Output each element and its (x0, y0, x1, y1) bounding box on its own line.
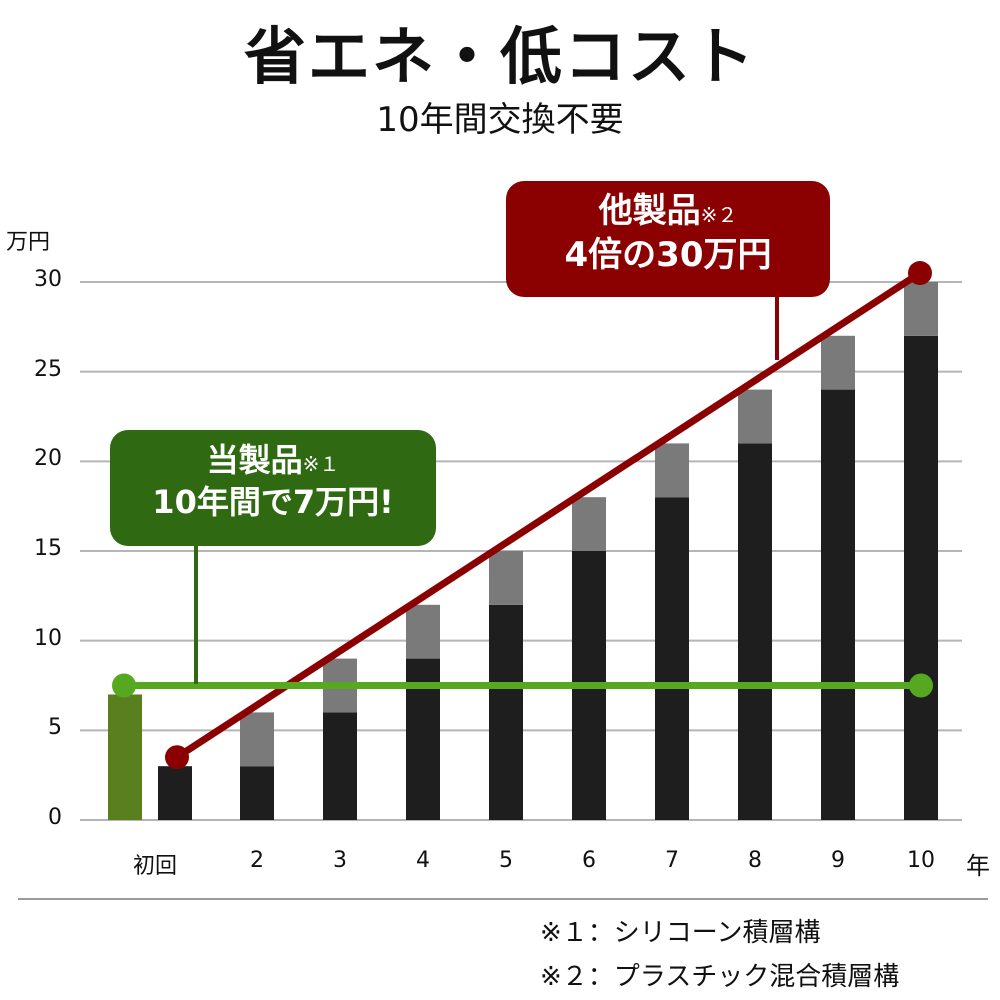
y-tick-label: 20 (34, 446, 62, 472)
bar-top-10 (904, 282, 938, 336)
chart-title: 省エネ・低コスト (243, 20, 756, 93)
x-unit-label: 年 (966, 852, 990, 880)
x-tick-label: 5 (499, 848, 513, 873)
x-tick-label: 6 (582, 848, 596, 873)
bar-top-9 (821, 335, 855, 390)
bar-base-10 (904, 335, 938, 820)
bar-top-4 (406, 604, 440, 659)
bar-top-2 (240, 712, 274, 767)
bar-base-1 (158, 766, 192, 820)
x-tick-label: 10 (907, 848, 935, 873)
other-callout-title: 他製品 (598, 191, 701, 231)
x-tick-label: 3 (333, 848, 347, 873)
divider (18, 898, 988, 900)
bar-base-9 (821, 389, 855, 820)
x-tick-label: 2 (250, 848, 264, 873)
y-tick-label: 5 (48, 715, 62, 741)
y-tick-label: 25 (34, 356, 62, 382)
other-line-start-marker (165, 745, 189, 770)
other-line-end-marker (908, 261, 932, 286)
bar-base-5 (489, 604, 523, 820)
y-tick-label: 30 (34, 267, 62, 292)
y-tick-label: 10 (34, 625, 62, 651)
other-product-callout: 他製品※２ 4倍の30万円 (506, 181, 830, 297)
other-callout-value: 4倍の30万円 (564, 235, 772, 276)
ours-callout-title: 当製品 (206, 441, 303, 479)
this-product-callout: 当製品※１ 10年間で7万円! (110, 430, 436, 546)
bar-top-7 (655, 443, 689, 498)
bar-top-6 (572, 497, 606, 551)
bar-base-7 (655, 497, 689, 820)
y-tick-label: 15 (34, 536, 62, 561)
x-tick-label: 9 (831, 848, 845, 873)
footnote-2: ※２：プラスチック混合積層構 (540, 962, 900, 992)
bar-base-3 (323, 712, 357, 820)
chart-subtitle: 10年間交換不要 (376, 100, 624, 140)
this-line-start-marker (112, 673, 136, 698)
this-line-end-marker (909, 673, 933, 698)
x-tick-label: 初回 (132, 854, 177, 879)
bar-base-8 (738, 443, 772, 820)
x-tick-label: 8 (748, 848, 762, 873)
y-tick-label: 0 (48, 805, 62, 830)
x-tick-label: 7 (665, 848, 679, 873)
footnote-1: ※１：シリコーン積層構 (540, 918, 821, 948)
ours-callout-value: 10年間で7万円! (152, 482, 394, 521)
ours-callout-note: ※１ (302, 452, 340, 476)
bar-top-8 (738, 389, 772, 444)
other-cost-line (173, 269, 924, 761)
x-tick-label: 4 (416, 848, 430, 873)
bar-base-2 (240, 766, 274, 820)
y-unit-label: 万円 (6, 230, 51, 255)
this-product-bar (108, 694, 142, 820)
bar-top-5 (489, 551, 523, 605)
other-callout-note: ※２ (700, 203, 738, 227)
